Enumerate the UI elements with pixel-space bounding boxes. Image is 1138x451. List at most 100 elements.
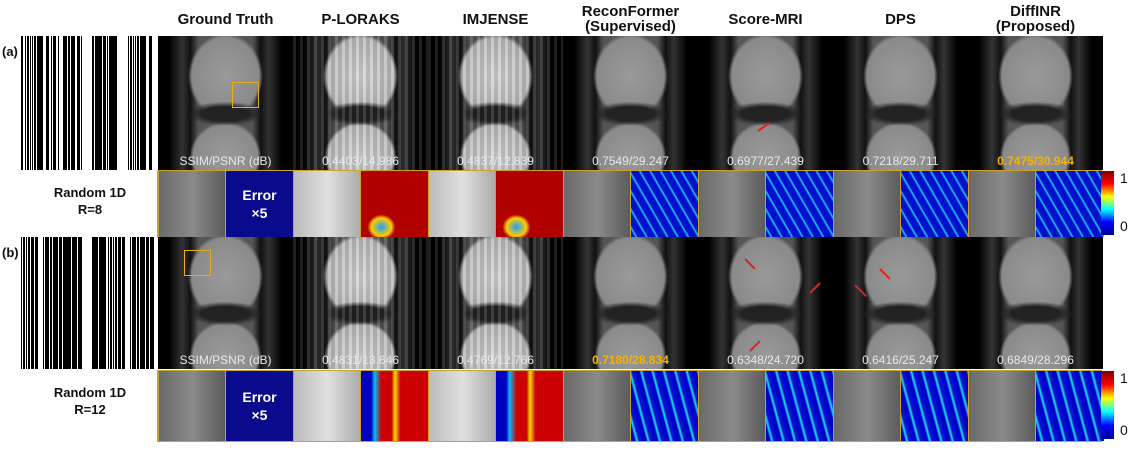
metric-value: 0.6348/24.720 [727,353,804,367]
knee-mri [293,237,428,369]
zoom-crop [833,171,901,237]
knee-mri [698,237,833,369]
roi-box [232,82,259,108]
recon-image: 0.6977/27.439 [698,36,833,170]
sampling-mask [92,237,154,369]
column-header-0: Ground Truth [158,12,293,27]
error-map [360,171,429,237]
colorbar-max: 1 [1120,370,1128,386]
acceleration-rate: R=8 [77,202,103,217]
metric-value: 0.4831/13.646 [322,353,399,367]
error-map [765,371,834,441]
knee-mri [968,237,1103,369]
error-map [495,171,564,237]
colorbar-max: 1 [1120,170,1128,186]
column-header-2: IMJENSE [428,12,563,27]
error-text: Error [242,389,277,405]
sampling-mask [20,36,82,170]
column-title: Score-MRI [728,11,803,28]
error-label-box: Error ×5 [225,371,293,441]
error-label: Error ×5 [242,388,276,424]
knee-mri [428,36,563,170]
panel-label: (a) [2,44,18,59]
knee-mri [158,36,293,170]
metric-value: 0.4837/12.839 [457,154,534,168]
error-map [1035,171,1104,237]
row-label: Random 1D R=8 [30,184,150,218]
panel-label: (b) [2,245,19,260]
column-title: IMJENSE [462,11,529,28]
sampling-mask [20,237,82,369]
metric-value: 0.7549/29.247 [592,154,669,168]
metric-header: SSIM/PSNR (dB) [179,154,272,168]
column-header-1: P-LORAKS [293,12,428,27]
column-header-6: DiffINR (Proposed) [968,4,1103,34]
sampling-pattern: Random 1D [53,385,127,400]
recon-image: 0.4837/12.839 [428,36,563,170]
column-header-3: ReconFormer (Supervised) [563,4,698,34]
zoom-crop [428,171,496,237]
zoom-crop [833,371,901,441]
column-title: DiffINR [1010,3,1061,20]
error-map [1035,371,1104,441]
column-subtitle: (Supervised) [585,18,676,35]
error-scale: ×5 [251,205,268,221]
column-header-5: DPS [833,12,968,27]
recon-image: 0.4769/12.766 [428,237,563,369]
sampling-mask [92,36,154,170]
recon-image: 0.7180/28.834 [563,237,698,369]
knee-mri [293,36,428,170]
knee-mri [968,36,1103,170]
recon-image: 0.7475/30.944 [968,36,1103,170]
error-map [360,371,429,441]
zoom-crop [968,371,1036,441]
roi-box [184,250,211,276]
metric-value: 0.4769/12.766 [457,353,534,367]
zoom-crop [698,371,766,441]
recon-image: 0.4403/14.986 [293,36,428,170]
column-subtitle: (Proposed) [995,18,1076,35]
recon-image: 0.7549/29.247 [563,36,698,170]
metric-value: 0.4403/14.986 [322,154,399,168]
zoom-crop [698,171,766,237]
error-text: Error [242,187,277,203]
error-map [630,371,699,441]
recon-image: 0.6849/28.296 [968,237,1103,369]
column-title: DPS [885,11,916,28]
zoom-crop [293,371,361,441]
column-title: Ground Truth [177,11,274,28]
column-title: ReconFormer [581,3,680,20]
zoom-crop [563,371,631,441]
sampling-pattern: Random 1D [53,185,127,200]
column-title: P-LORAKS [321,11,400,28]
column-header-4: Score-MRI [698,12,833,27]
row-label: Random 1D R=12 [30,384,150,418]
zoom-crop [428,371,496,441]
zoom-crop [158,171,226,237]
metric-value: 0.6416/25.247 [862,353,939,367]
colorbar-min: 0 [1120,218,1128,234]
knee-mri [833,36,968,170]
zoom-row: Error ×5 [157,370,1104,442]
recon-image: 0.6348/24.720 [698,237,833,369]
metric-value: 0.7218/29.711 [862,154,939,168]
recon-image: 0.7218/29.711 [833,36,968,170]
metric-header: SSIM/PSNR (dB) [179,353,272,367]
error-label-box: Error ×5 [225,171,293,237]
knee-mri [428,237,563,369]
acceleration-rate: R=12 [74,402,106,417]
knee-mri [563,36,698,170]
error-scale: ×5 [251,407,268,423]
metric-value: 0.7475/30.944 [997,154,1074,168]
error-map [900,371,969,441]
metric-value: 0.6849/28.296 [997,353,1074,367]
colorbar [1101,371,1114,439]
zoom-crop [968,171,1036,237]
metric-value: 0.6977/27.439 [727,154,804,168]
error-map [630,171,699,237]
zoom-crop [563,171,631,237]
knee-mri [563,237,698,369]
zoom-crop [293,171,361,237]
error-map [495,371,564,441]
